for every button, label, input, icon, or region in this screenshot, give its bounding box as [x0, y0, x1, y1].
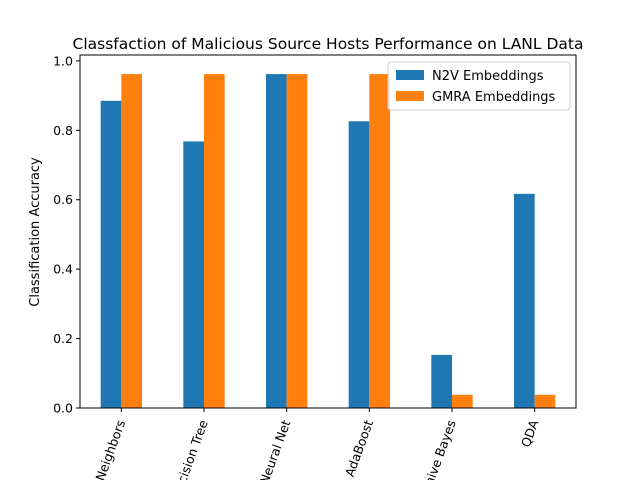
bar	[348, 121, 370, 409]
legend-label: N2V Embeddings	[432, 69, 544, 84]
bar	[514, 193, 535, 408]
chart-title: Classfaction of Malicious Source Hosts P…	[73, 35, 584, 53]
bar	[121, 74, 142, 409]
bar	[452, 394, 473, 408]
y-tick-label: 0.8	[53, 123, 73, 138]
legend-swatch	[396, 70, 424, 80]
bar	[204, 74, 225, 409]
y-tick-label: 1.0	[53, 53, 73, 68]
bar	[100, 100, 122, 408]
legend-swatch	[396, 91, 424, 101]
y-tick-label: 0.0	[53, 401, 73, 416]
bar	[534, 394, 556, 408]
legend-label: GMRA Embeddings	[432, 90, 556, 105]
y-tick-label: 0.6	[53, 192, 73, 207]
y-tick-label: 0.4	[53, 262, 73, 277]
y-axis-label: Classification Accuracy	[28, 157, 43, 307]
bar	[431, 354, 452, 408]
bar	[183, 141, 204, 408]
axes-frame	[79, 54, 577, 409]
bar	[266, 74, 287, 409]
legend: N2V Embeddings GMRA Embeddings	[387, 61, 571, 111]
bar	[286, 74, 308, 409]
bar	[369, 74, 390, 409]
y-tick-label: 0.2	[53, 331, 73, 346]
legend-box	[387, 61, 571, 111]
